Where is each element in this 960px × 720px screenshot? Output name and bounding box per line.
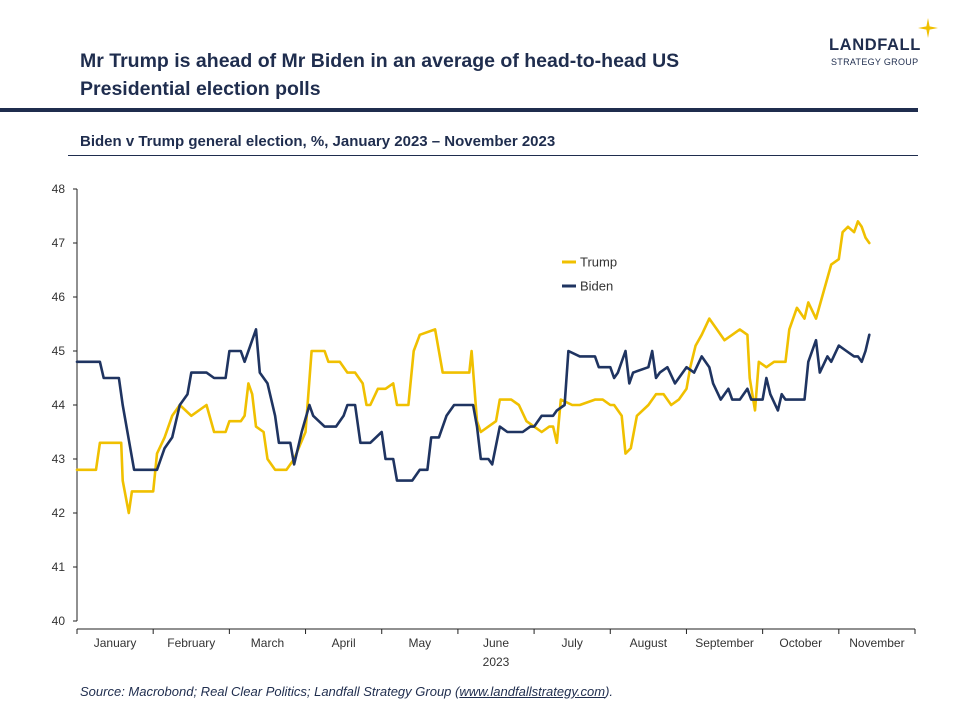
y-tick-label: 42 [52,506,66,520]
y-tick-label: 40 [52,614,66,628]
legend: Trump Biden [562,255,617,294]
series-line-trump [75,220,871,515]
series-line-biden [75,328,871,482]
source-suffix: ). [605,684,614,699]
line-chart: 40 41 42 43 44 45 46 47 48 January February March Ap… [52,182,916,669]
legend-label-trump: Trump [580,255,617,270]
logo-name: LANDFALL [829,36,921,54]
chart-title: Mr Trump is ahead of Mr Biden in an aver… [80,47,780,103]
x-tick-label: June [483,636,509,650]
y-tick-label: 48 [52,182,66,196]
legend-label-biden: Biden [580,279,613,294]
x-year-label: 2023 [483,655,510,669]
x-tick-label: January [94,636,137,650]
landfall-logo: LANDFALL STRATEGY GROUP [826,18,938,72]
x-tick-label: March [251,636,284,650]
header-divider [0,108,918,112]
title-line-2: Presidential election polls [80,78,321,100]
x-tick-label: February [167,636,215,650]
x-tick-label: October [779,636,822,650]
subtitle-divider [68,155,918,156]
logo-subtitle: STRATEGY GROUP [831,57,919,67]
source-link[interactable]: www.landfallstrategy.com [459,684,606,699]
y-tick-label: 47 [52,236,66,250]
chart-subtitle: Biden v Trump general election, %, Janua… [80,133,556,150]
x-tick-label: July [562,636,583,650]
title-line-1: Mr Trump is ahead of Mr Biden in an aver… [80,50,680,72]
x-tick-label: April [332,636,356,650]
y-tick-label: 46 [52,290,66,304]
y-tick-label: 41 [52,560,66,574]
x-tick-label: May [408,636,431,650]
source-prefix: Source: Macrobond; Real Clear Politics; … [80,684,460,699]
y-tick-label: 45 [52,344,66,358]
sparkle-star-icon [918,18,938,38]
source-note: Source: Macrobond; Real Clear Politics; … [80,684,613,699]
x-tick-label: August [630,636,668,650]
y-tick-label: 43 [52,452,66,466]
x-tick-label: November [849,636,904,650]
x-tick-label: September [695,636,754,650]
y-tick-label: 44 [52,398,66,412]
series-layer [75,220,871,515]
axes: 40 41 42 43 44 45 46 47 48 January February March Ap… [52,182,916,669]
